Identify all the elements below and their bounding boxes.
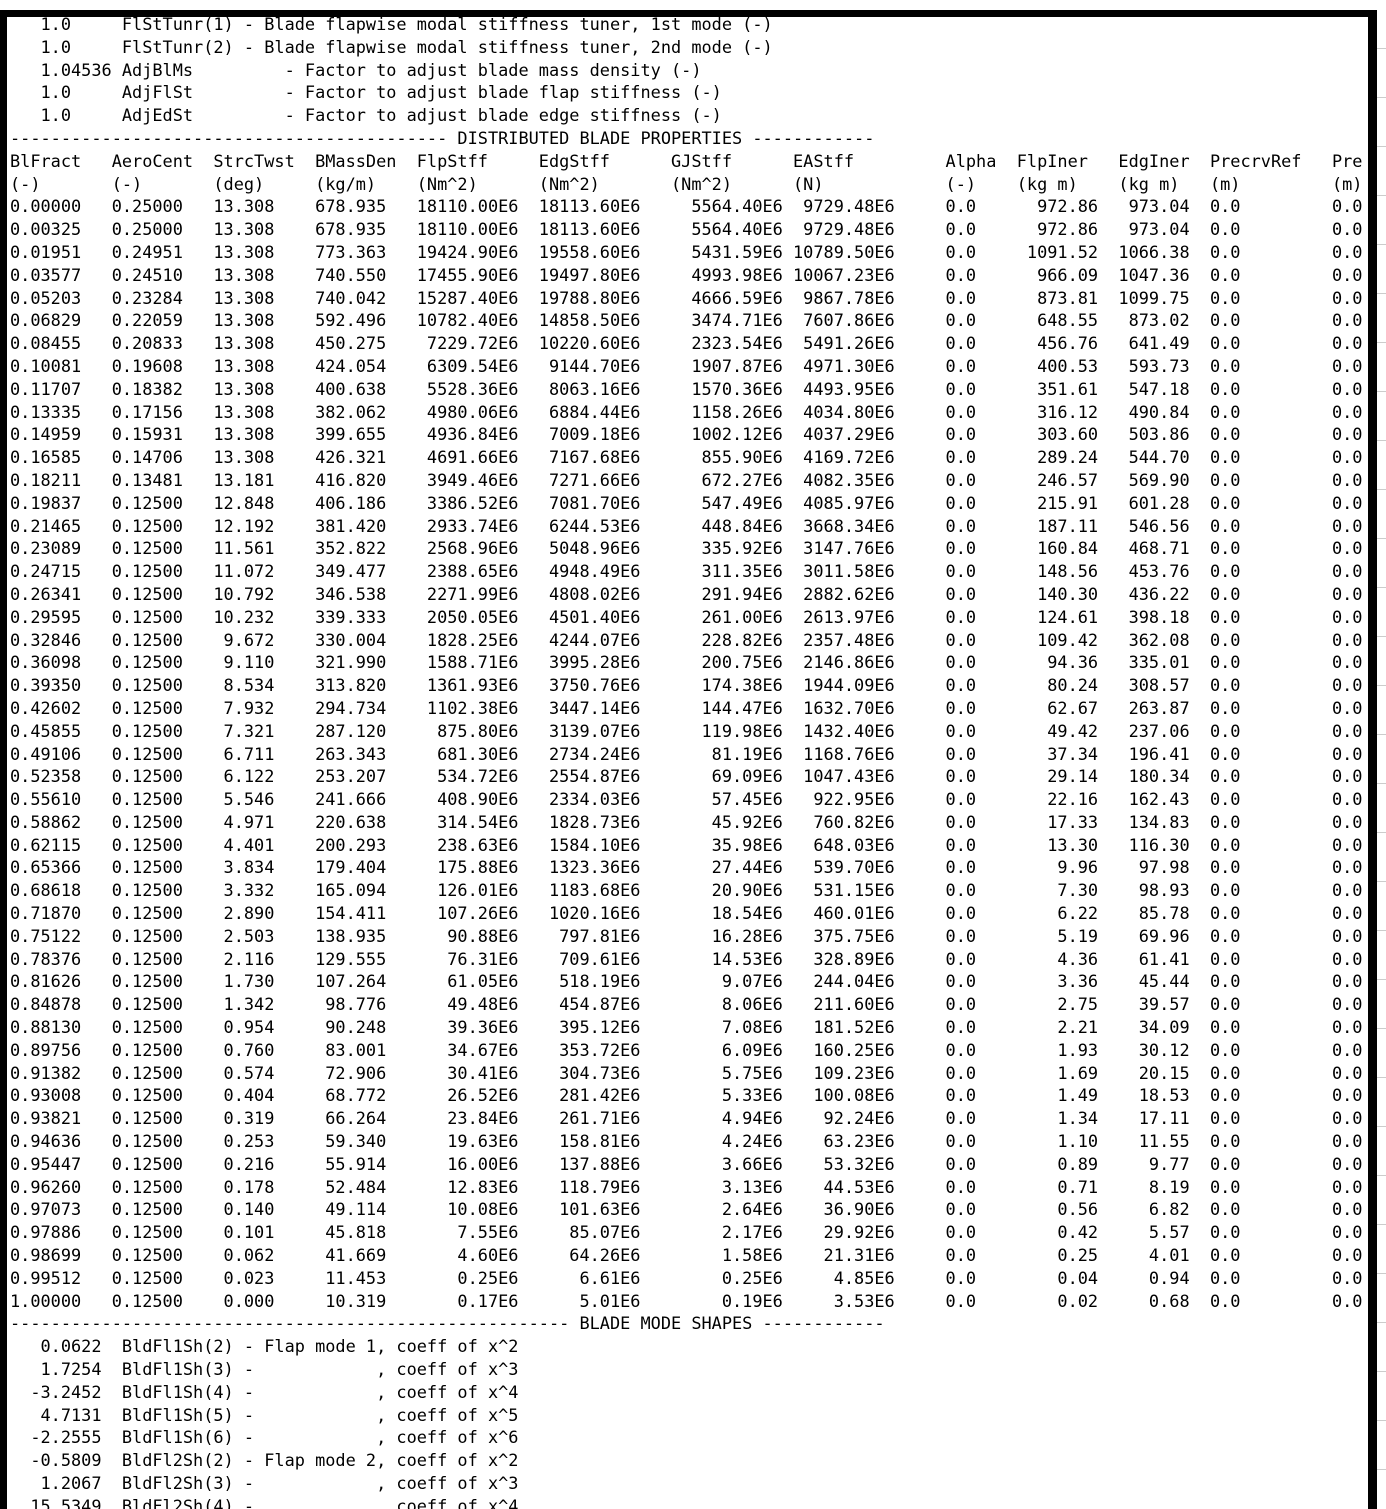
right-edge-strip <box>1377 0 1386 1509</box>
frame-border-right <box>1368 10 1377 1509</box>
file-content: 1.0 FlStTunr(1) - Blade flapwise modal s… <box>10 14 1363 1509</box>
frame-border-top <box>0 10 1377 17</box>
frame-border-left <box>0 10 7 1509</box>
